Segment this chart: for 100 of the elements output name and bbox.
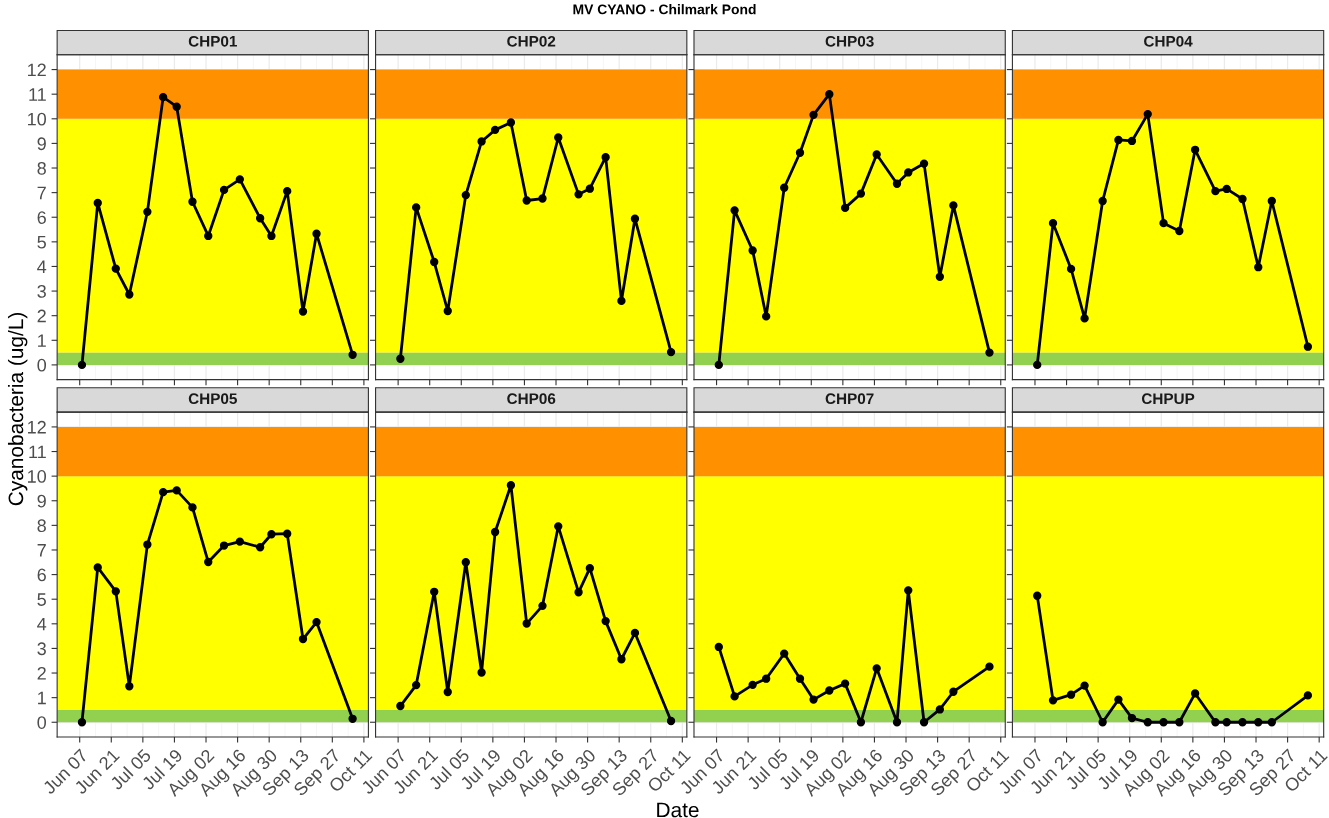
point xyxy=(585,564,595,573)
point xyxy=(935,705,945,714)
point xyxy=(985,348,994,357)
point xyxy=(601,616,610,626)
y-tick-label: 3 xyxy=(37,642,46,656)
y-tick-label: 2 xyxy=(37,309,46,323)
point xyxy=(1254,263,1263,272)
point xyxy=(714,642,723,652)
point xyxy=(825,686,834,695)
point xyxy=(111,587,120,596)
point xyxy=(666,716,676,726)
point xyxy=(1143,718,1152,727)
text: MV CYANO - Chilmark Pond xyxy=(573,4,756,15)
point xyxy=(172,486,181,495)
point xyxy=(267,530,276,539)
point xyxy=(630,628,640,638)
point xyxy=(1222,184,1231,194)
point xyxy=(872,664,881,673)
chart-title: CHP03 xyxy=(825,35,874,47)
point xyxy=(204,557,213,567)
point xyxy=(1033,591,1042,600)
point xyxy=(904,586,913,595)
point xyxy=(1080,681,1089,690)
point xyxy=(601,153,610,162)
point xyxy=(255,214,265,223)
point xyxy=(506,481,516,490)
point xyxy=(348,714,357,723)
point xyxy=(730,692,739,701)
point xyxy=(1114,695,1123,704)
point xyxy=(985,662,994,671)
point xyxy=(204,231,213,241)
point xyxy=(490,527,500,537)
point xyxy=(443,687,452,697)
chart-title: CHP02 xyxy=(507,35,556,47)
y-tick-label: 12 xyxy=(28,420,46,434)
point xyxy=(77,360,87,370)
point xyxy=(125,290,134,299)
point xyxy=(1080,314,1089,323)
point xyxy=(666,347,676,357)
y-tick-label: 10 xyxy=(28,112,47,126)
point xyxy=(219,541,229,550)
x-axis-title: Date xyxy=(657,802,699,818)
point xyxy=(892,718,902,727)
point xyxy=(1190,689,1200,698)
point xyxy=(1127,713,1137,723)
point xyxy=(825,90,834,99)
point xyxy=(235,537,245,546)
point xyxy=(412,680,421,690)
point xyxy=(1159,218,1168,228)
point xyxy=(283,529,292,538)
point xyxy=(1127,136,1137,146)
point xyxy=(1254,718,1263,727)
point xyxy=(77,718,87,727)
point xyxy=(892,179,902,188)
point xyxy=(1175,718,1184,727)
point xyxy=(762,674,771,683)
point xyxy=(554,522,563,531)
point xyxy=(1114,135,1123,145)
point xyxy=(630,214,640,223)
point xyxy=(506,118,516,127)
point xyxy=(396,701,405,711)
point xyxy=(780,183,789,192)
point xyxy=(1143,109,1152,119)
chart-title: CHP01 xyxy=(188,35,237,47)
point xyxy=(1211,718,1220,727)
point xyxy=(538,601,547,611)
y-tick-label: 6 xyxy=(37,568,46,582)
point xyxy=(1175,226,1184,236)
point xyxy=(795,148,805,157)
point xyxy=(1222,718,1231,727)
y-tick-label: 11 xyxy=(29,445,46,459)
point xyxy=(348,350,357,359)
chart-title: CHP04 xyxy=(1144,35,1193,47)
point xyxy=(158,487,168,497)
point xyxy=(872,150,881,159)
point xyxy=(396,354,405,363)
point xyxy=(1267,718,1276,727)
point xyxy=(522,196,531,205)
chart-title: CHP06 xyxy=(507,393,556,405)
point xyxy=(461,558,470,567)
point xyxy=(1098,718,1107,727)
point xyxy=(1190,145,1200,154)
point xyxy=(1303,342,1313,351)
point xyxy=(840,679,850,688)
point xyxy=(430,587,439,596)
point xyxy=(1098,196,1107,206)
y-tick-label: 2 xyxy=(37,666,46,680)
point xyxy=(748,680,757,690)
point xyxy=(935,272,945,281)
point xyxy=(93,198,102,208)
point xyxy=(949,201,958,210)
point xyxy=(1066,690,1076,699)
point xyxy=(298,634,308,644)
point xyxy=(840,203,850,213)
point xyxy=(267,231,276,241)
point xyxy=(1211,186,1220,196)
point xyxy=(762,312,771,321)
point xyxy=(125,682,134,691)
point xyxy=(188,503,197,512)
point xyxy=(904,168,913,177)
